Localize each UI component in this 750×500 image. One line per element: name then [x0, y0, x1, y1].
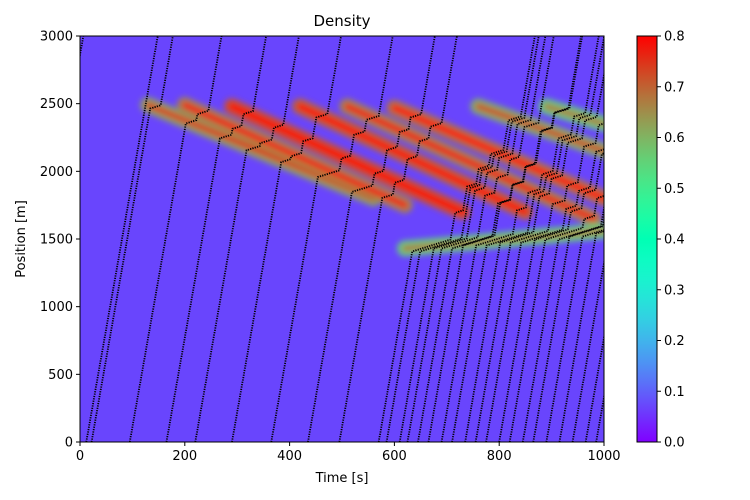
- vehicle-trajectory: [385, 36, 540, 442]
- colorbar-tick-label: 0.8: [664, 30, 685, 45]
- vehicle-trajectory: [270, 36, 394, 442]
- vehicle-trajectory: [532, 214, 604, 442]
- colorbar: 0.0 0.1 0.2 0.3 0.4 0.5 0.6 0.7 0.8: [636, 30, 685, 451]
- y-axis: 0 500 1000 1500 2000 2500 3000: [40, 30, 80, 451]
- vehicle-trajectory: [545, 227, 604, 442]
- x-tick-label: 200: [172, 449, 197, 464]
- vehicle-trajectory: [398, 36, 547, 442]
- y-tick-label: 2500: [40, 97, 73, 112]
- jam-band-core: [228, 103, 466, 215]
- colorbar-tick-label: 0.2: [664, 334, 685, 349]
- vehicle-trajectory: [338, 36, 458, 442]
- jam-band-core: [297, 103, 529, 215]
- plot-area: [79, 35, 605, 443]
- vehicle-trajectory: [485, 146, 604, 442]
- vehicle-trajectory: [90, 36, 174, 442]
- y-tick-label: 500: [48, 368, 73, 383]
- jam-band-core: [344, 103, 597, 222]
- y-axis-label: Position [m]: [14, 200, 29, 278]
- vehicle-trajectory: [440, 36, 600, 442]
- chart-title: Density: [313, 12, 370, 30]
- jam-band-core: [401, 227, 604, 252]
- x-tick-label: 800: [487, 449, 512, 464]
- vehicle-trajectory: [80, 36, 85, 61]
- y-tick-label: 1500: [40, 233, 73, 248]
- y-tick-label: 0: [65, 436, 73, 451]
- x-tick-label: 0: [76, 449, 84, 464]
- vehicle-trajectory: [194, 36, 300, 442]
- vehicle-trajectory: [595, 391, 604, 442]
- vehicle-trajectory: [128, 36, 223, 442]
- colorbar-tick-label: 0.6: [664, 131, 685, 146]
- vehicle-trajectory: [571, 257, 604, 442]
- jam-band-core: [145, 102, 377, 202]
- x-tick-label: 600: [382, 449, 407, 464]
- y-tick-label: 3000: [40, 30, 73, 45]
- x-tick-label: 400: [277, 449, 302, 464]
- jam-band-core: [475, 103, 604, 155]
- vehicle-trajectory: [427, 36, 584, 442]
- vehicle-trajectory: [165, 36, 268, 442]
- vehicle-trajectory: [377, 36, 536, 442]
- colorbar-tick-label: 0.0: [664, 436, 685, 451]
- vehicle-trajectory: [498, 150, 604, 442]
- vehicle-trajectory: [307, 36, 436, 442]
- colorbar-tick-label: 0.5: [664, 182, 685, 197]
- colorbar-axis: 0.0 0.1 0.2 0.3 0.4 0.5 0.6 0.7 0.8: [657, 30, 685, 451]
- x-axis-label: Time [s]: [315, 471, 369, 486]
- x-tick-label: 1000: [587, 449, 620, 464]
- vehicle-trajectory: [417, 36, 582, 442]
- vehicle-trajectory: [464, 69, 604, 442]
- vehicle-trajectory: [231, 36, 343, 442]
- colorbar-gradient: [636, 35, 658, 443]
- vehicle-trajectory: [508, 193, 604, 442]
- colorbar-tick-label: 0.1: [664, 385, 685, 400]
- y-tick-label: 2000: [40, 165, 73, 180]
- colorbar-tick-label: 0.4: [664, 233, 685, 248]
- y-tick-label: 1000: [40, 300, 73, 315]
- vehicle-trajectory: [451, 36, 604, 442]
- vehicle-trajectories: [80, 36, 604, 442]
- vehicle-trajectory: [558, 228, 604, 442]
- x-axis: 0 200 400 600 800 1000: [76, 442, 621, 464]
- vehicle-trajectory: [474, 120, 604, 442]
- colorbar-tick-label: 0.3: [664, 283, 685, 298]
- jam-band-core: [543, 103, 604, 127]
- vehicle-trajectory: [584, 332, 604, 442]
- colorbar-tick-label: 0.7: [664, 80, 685, 95]
